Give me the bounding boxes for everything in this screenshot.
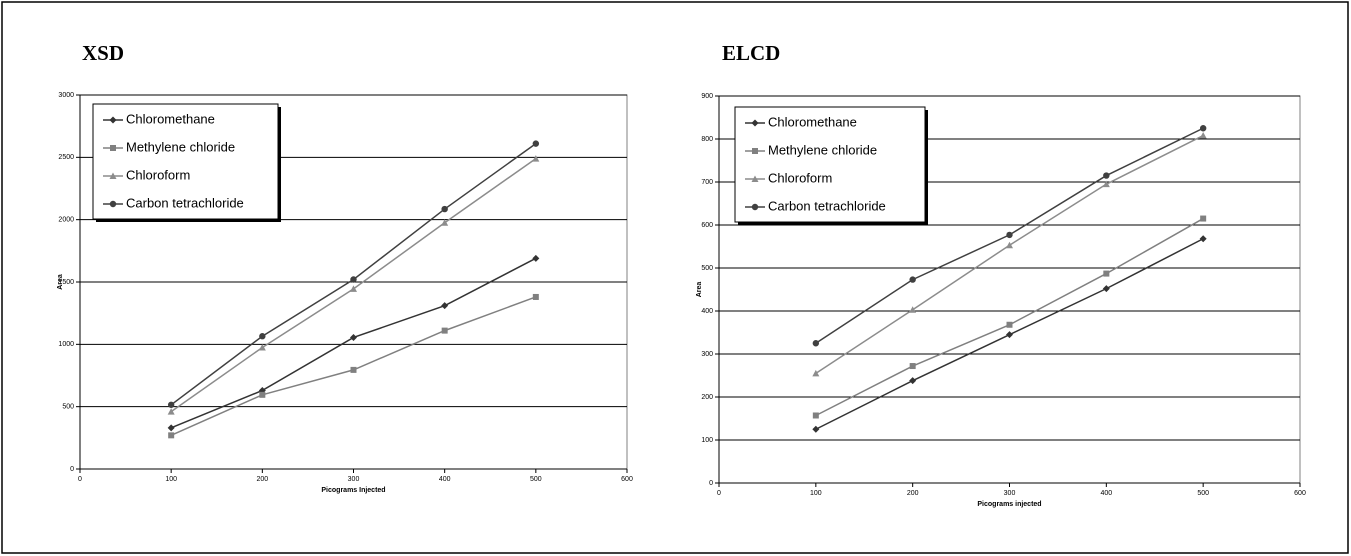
legend-marker: [751, 175, 759, 182]
x-tick-label: 300: [348, 476, 360, 483]
data-point: [259, 333, 266, 340]
legend-marker: [751, 203, 759, 211]
data-point: [441, 219, 449, 226]
legend-label: Carbon tetrachloride: [126, 195, 244, 210]
chart-title: XSD: [82, 41, 124, 65]
y-tick-label: 900: [701, 93, 713, 100]
x-axis-label: Picograms injected: [977, 501, 1041, 508]
x-axis-label: Picograms Injected: [321, 487, 385, 494]
y-tick-label: 3000: [58, 92, 74, 99]
x-tick-label: 500: [1197, 490, 1209, 497]
data-point: [350, 333, 357, 341]
legend-label: Chloroform: [768, 170, 832, 185]
x-tick-label: 0: [717, 490, 721, 497]
data-point: [532, 293, 539, 300]
data-point: [1006, 331, 1013, 339]
data-point: [1103, 270, 1110, 277]
legend-label: Carbon tetrachloride: [768, 198, 886, 213]
legend: [734, 106, 926, 223]
data-point: [812, 340, 820, 347]
chart-title: ELCD: [722, 41, 780, 65]
x-tick-label: 400: [439, 476, 451, 483]
x-tick-label: 200: [907, 490, 919, 497]
data-point: [909, 276, 916, 283]
y-tick-label: 700: [701, 179, 713, 186]
data-point: [441, 205, 448, 213]
data-point: [1006, 231, 1013, 239]
data-point: [350, 366, 357, 373]
data-point: [812, 412, 819, 419]
y-tick-label: 400: [701, 308, 713, 315]
data-point: [1006, 321, 1013, 328]
data-point: [167, 401, 175, 408]
data-point: [1102, 285, 1110, 293]
y-tick-label: 600: [701, 222, 713, 229]
x-tick-label: 500: [530, 476, 542, 483]
legend-label: Methylene chloride: [126, 139, 235, 154]
x-tick-label: 100: [810, 490, 822, 497]
data-point: [532, 155, 540, 162]
x-tick-label: 0: [78, 476, 82, 483]
y-axis-label: Area: [57, 274, 64, 290]
x-tick-label: 300: [1004, 490, 1016, 497]
data-point: [1199, 125, 1207, 132]
data-point: [532, 140, 540, 147]
data-point: [1102, 180, 1110, 188]
data-point: [812, 369, 820, 377]
data-point: [350, 276, 357, 283]
y-tick-label: 200: [701, 394, 713, 401]
y-tick-label: 500: [62, 404, 74, 411]
data-point: [1200, 215, 1207, 222]
data-point: [259, 391, 266, 398]
legend-label: Methylene chloride: [768, 142, 877, 157]
data-point: [1199, 132, 1207, 139]
legend: [92, 103, 279, 220]
data-point: [167, 424, 175, 432]
legend-label: Chloroform: [126, 167, 190, 182]
data-point: [441, 327, 448, 334]
data-point: [168, 432, 175, 439]
legend-marker: [752, 148, 758, 154]
legend-marker: [751, 119, 759, 127]
data-point: [1006, 241, 1013, 249]
data-point: [350, 285, 357, 292]
legend-label: Chloromethane: [126, 111, 215, 126]
y-tick-label: 300: [701, 351, 713, 358]
y-tick-label: 0: [709, 480, 713, 487]
y-tick-label: 2500: [58, 154, 74, 161]
x-tick-label: 400: [1100, 490, 1112, 497]
data-point: [1103, 172, 1110, 179]
data-point: [441, 302, 449, 310]
data-point: [812, 425, 820, 433]
legend-label: Chloromethane: [768, 114, 857, 129]
legend-marker: [109, 116, 117, 124]
x-tick-label: 100: [165, 476, 177, 483]
data-point: [909, 306, 917, 313]
y-tick-label: 100: [701, 437, 713, 444]
y-axis-label: Area: [696, 282, 703, 298]
data-point: [532, 254, 540, 262]
x-tick-label: 600: [1294, 490, 1306, 497]
x-tick-label: 600: [621, 476, 633, 483]
data-point: [1199, 235, 1207, 243]
data-point: [258, 343, 266, 351]
y-tick-label: 500: [701, 265, 713, 272]
legend-marker: [109, 172, 117, 179]
legend-marker: [110, 145, 116, 151]
y-tick-label: 1000: [58, 341, 74, 348]
y-tick-label: 0: [70, 466, 74, 473]
data-point: [167, 408, 175, 415]
data-point: [909, 363, 916, 370]
x-tick-label: 200: [256, 476, 268, 483]
y-tick-label: 1500: [58, 279, 74, 286]
data-point: [909, 377, 917, 385]
y-tick-label: 800: [701, 136, 713, 143]
y-tick-label: 2000: [58, 217, 74, 224]
legend-marker: [109, 200, 117, 208]
